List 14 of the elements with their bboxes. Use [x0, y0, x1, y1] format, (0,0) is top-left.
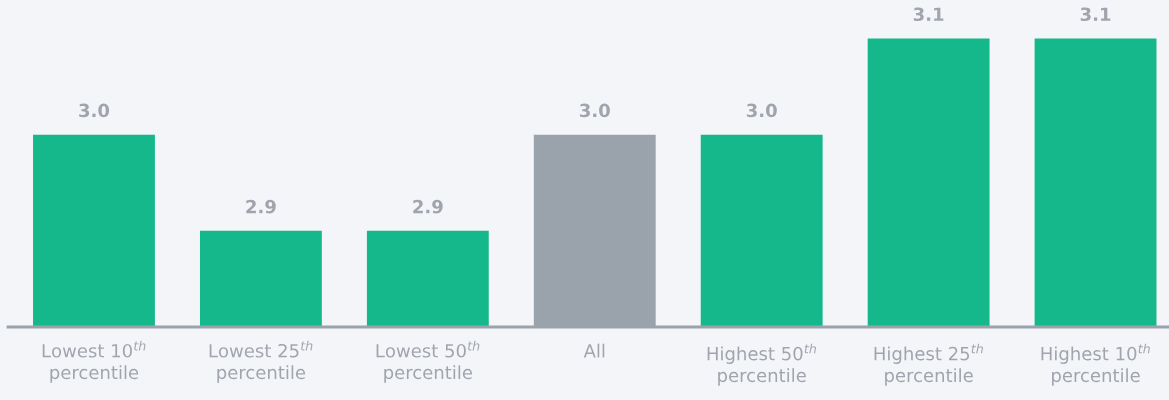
x-tick-label: All	[583, 343, 605, 358]
x-tick-label: Highest 10$^{th}$ percentile	[1041, 343, 1150, 386]
x-tick-label: Highest 50$^{th}$ percentile	[707, 343, 816, 386]
data-label: 3.0	[79, 103, 110, 118]
x-tick-label: Lowest 25$^{th}$ percentile	[209, 340, 313, 383]
data-label: 3.1	[913, 7, 944, 22]
data-label: 3.0	[579, 103, 610, 118]
x-tick-label: Lowest 50$^{th}$ percentile	[376, 340, 480, 383]
data-label: 3.0	[746, 103, 777, 118]
data-label: 3.1	[1080, 7, 1111, 22]
x-tick-label: Highest 25$^{th}$ percentile	[874, 343, 983, 386]
data-label: 2.9	[246, 199, 276, 214]
data-label: 2.9	[413, 199, 443, 214]
x-tick-label: Lowest 10$^{th}$ percentile	[42, 340, 146, 383]
